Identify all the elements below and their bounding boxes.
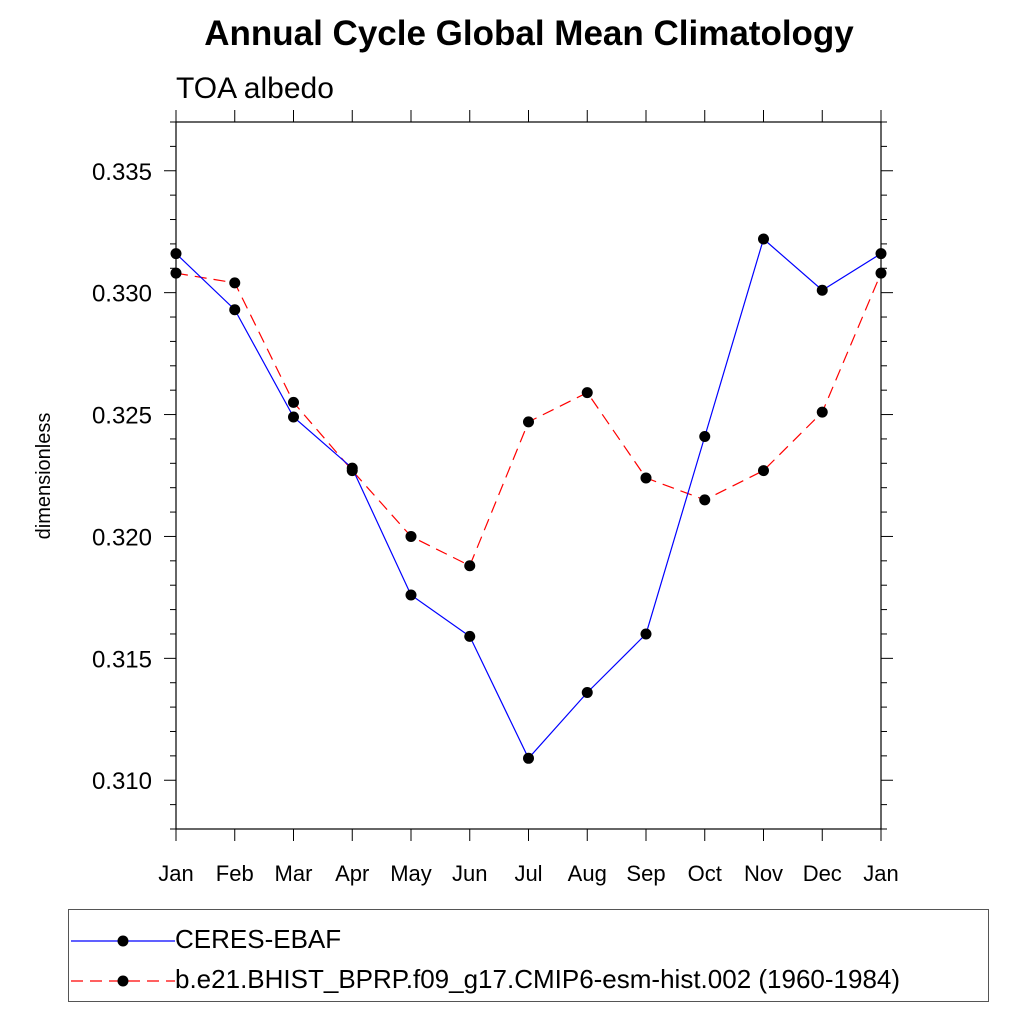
y-tick-label: 0.320 [92, 524, 152, 551]
series-1-point [758, 465, 769, 477]
series-0-point [581, 686, 593, 698]
series-1-point [523, 416, 534, 428]
legend-swatch-model [71, 975, 175, 987]
series-0-point [875, 248, 887, 260]
x-tick-label: Jul [514, 861, 542, 886]
x-tick-label: Dec [803, 861, 842, 886]
series-0-point [464, 630, 476, 642]
chart-subtitle: TOA albedo [176, 72, 334, 105]
x-tick-label: Jan [158, 861, 193, 886]
series-1-point [699, 494, 711, 506]
plot-frame [175, 121, 882, 830]
legend-label-ceres: CERES-EBAF [175, 924, 342, 954]
series-1-point [581, 387, 593, 399]
series-1-point [288, 396, 299, 408]
line-chart: dimensionless 0.310 0.315 0.320 0.325 0.330 0… [33, 110, 899, 886]
series-1-point [170, 267, 182, 279]
series-1-point [464, 560, 476, 572]
x-tick-label: Oct [688, 861, 722, 886]
legend-label-model: b.e21.BHIST_BPRP.f09_g17.CMIP6-esm-hist.… [175, 964, 901, 994]
y-tick-label: 0.310 [92, 768, 152, 795]
series-1-point [816, 406, 828, 418]
series-0-point [640, 628, 652, 640]
legend-item-model: b.e21.BHIST_BPRP.f09_g17.CMIP6-esm-hist.… [69, 962, 988, 1002]
legend-swatch-ceres [71, 935, 175, 947]
chart-title: Annual Cycle Global Mean Climatology [204, 14, 854, 53]
y-tick-label: 0.335 [92, 159, 152, 186]
x-tick-label: Sep [626, 861, 665, 886]
x-tick-label: Nov [744, 861, 783, 886]
series-0-point [523, 752, 534, 764]
series-1-point [405, 530, 417, 542]
legend-item-ceres: CERES-EBAF [69, 922, 988, 962]
series-0-point [758, 233, 769, 245]
series-1-point [640, 472, 652, 484]
series-0-point [229, 304, 241, 316]
series-0-point [170, 248, 182, 260]
x-tick-label: Jan [863, 861, 898, 886]
x-tick-label: Aug [568, 861, 607, 886]
series-0-point [699, 430, 711, 442]
x-tick-label: May [390, 861, 432, 886]
legend: CERES-EBAF b.e21.BHIST_BPRP.f09_g17.CMIP… [68, 909, 989, 1002]
x-tick-label: Feb [216, 861, 254, 886]
series-0-point [288, 411, 299, 423]
y-axis-label: dimensionless [33, 413, 55, 540]
x-tick-label: Mar [275, 861, 313, 886]
series-1-point [229, 277, 241, 289]
y-tick-label: 0.315 [92, 646, 152, 673]
series-0-point [405, 589, 417, 601]
series-0-point [346, 462, 358, 474]
x-tick-label: Jun [452, 861, 487, 886]
series-0-point [816, 284, 828, 296]
y-tick-label: 0.330 [92, 281, 152, 308]
x-tick-label: Apr [335, 861, 369, 886]
series-1-point [875, 267, 887, 279]
series-line-0 [175, 237, 882, 760]
y-tick-label: 0.325 [92, 403, 152, 430]
